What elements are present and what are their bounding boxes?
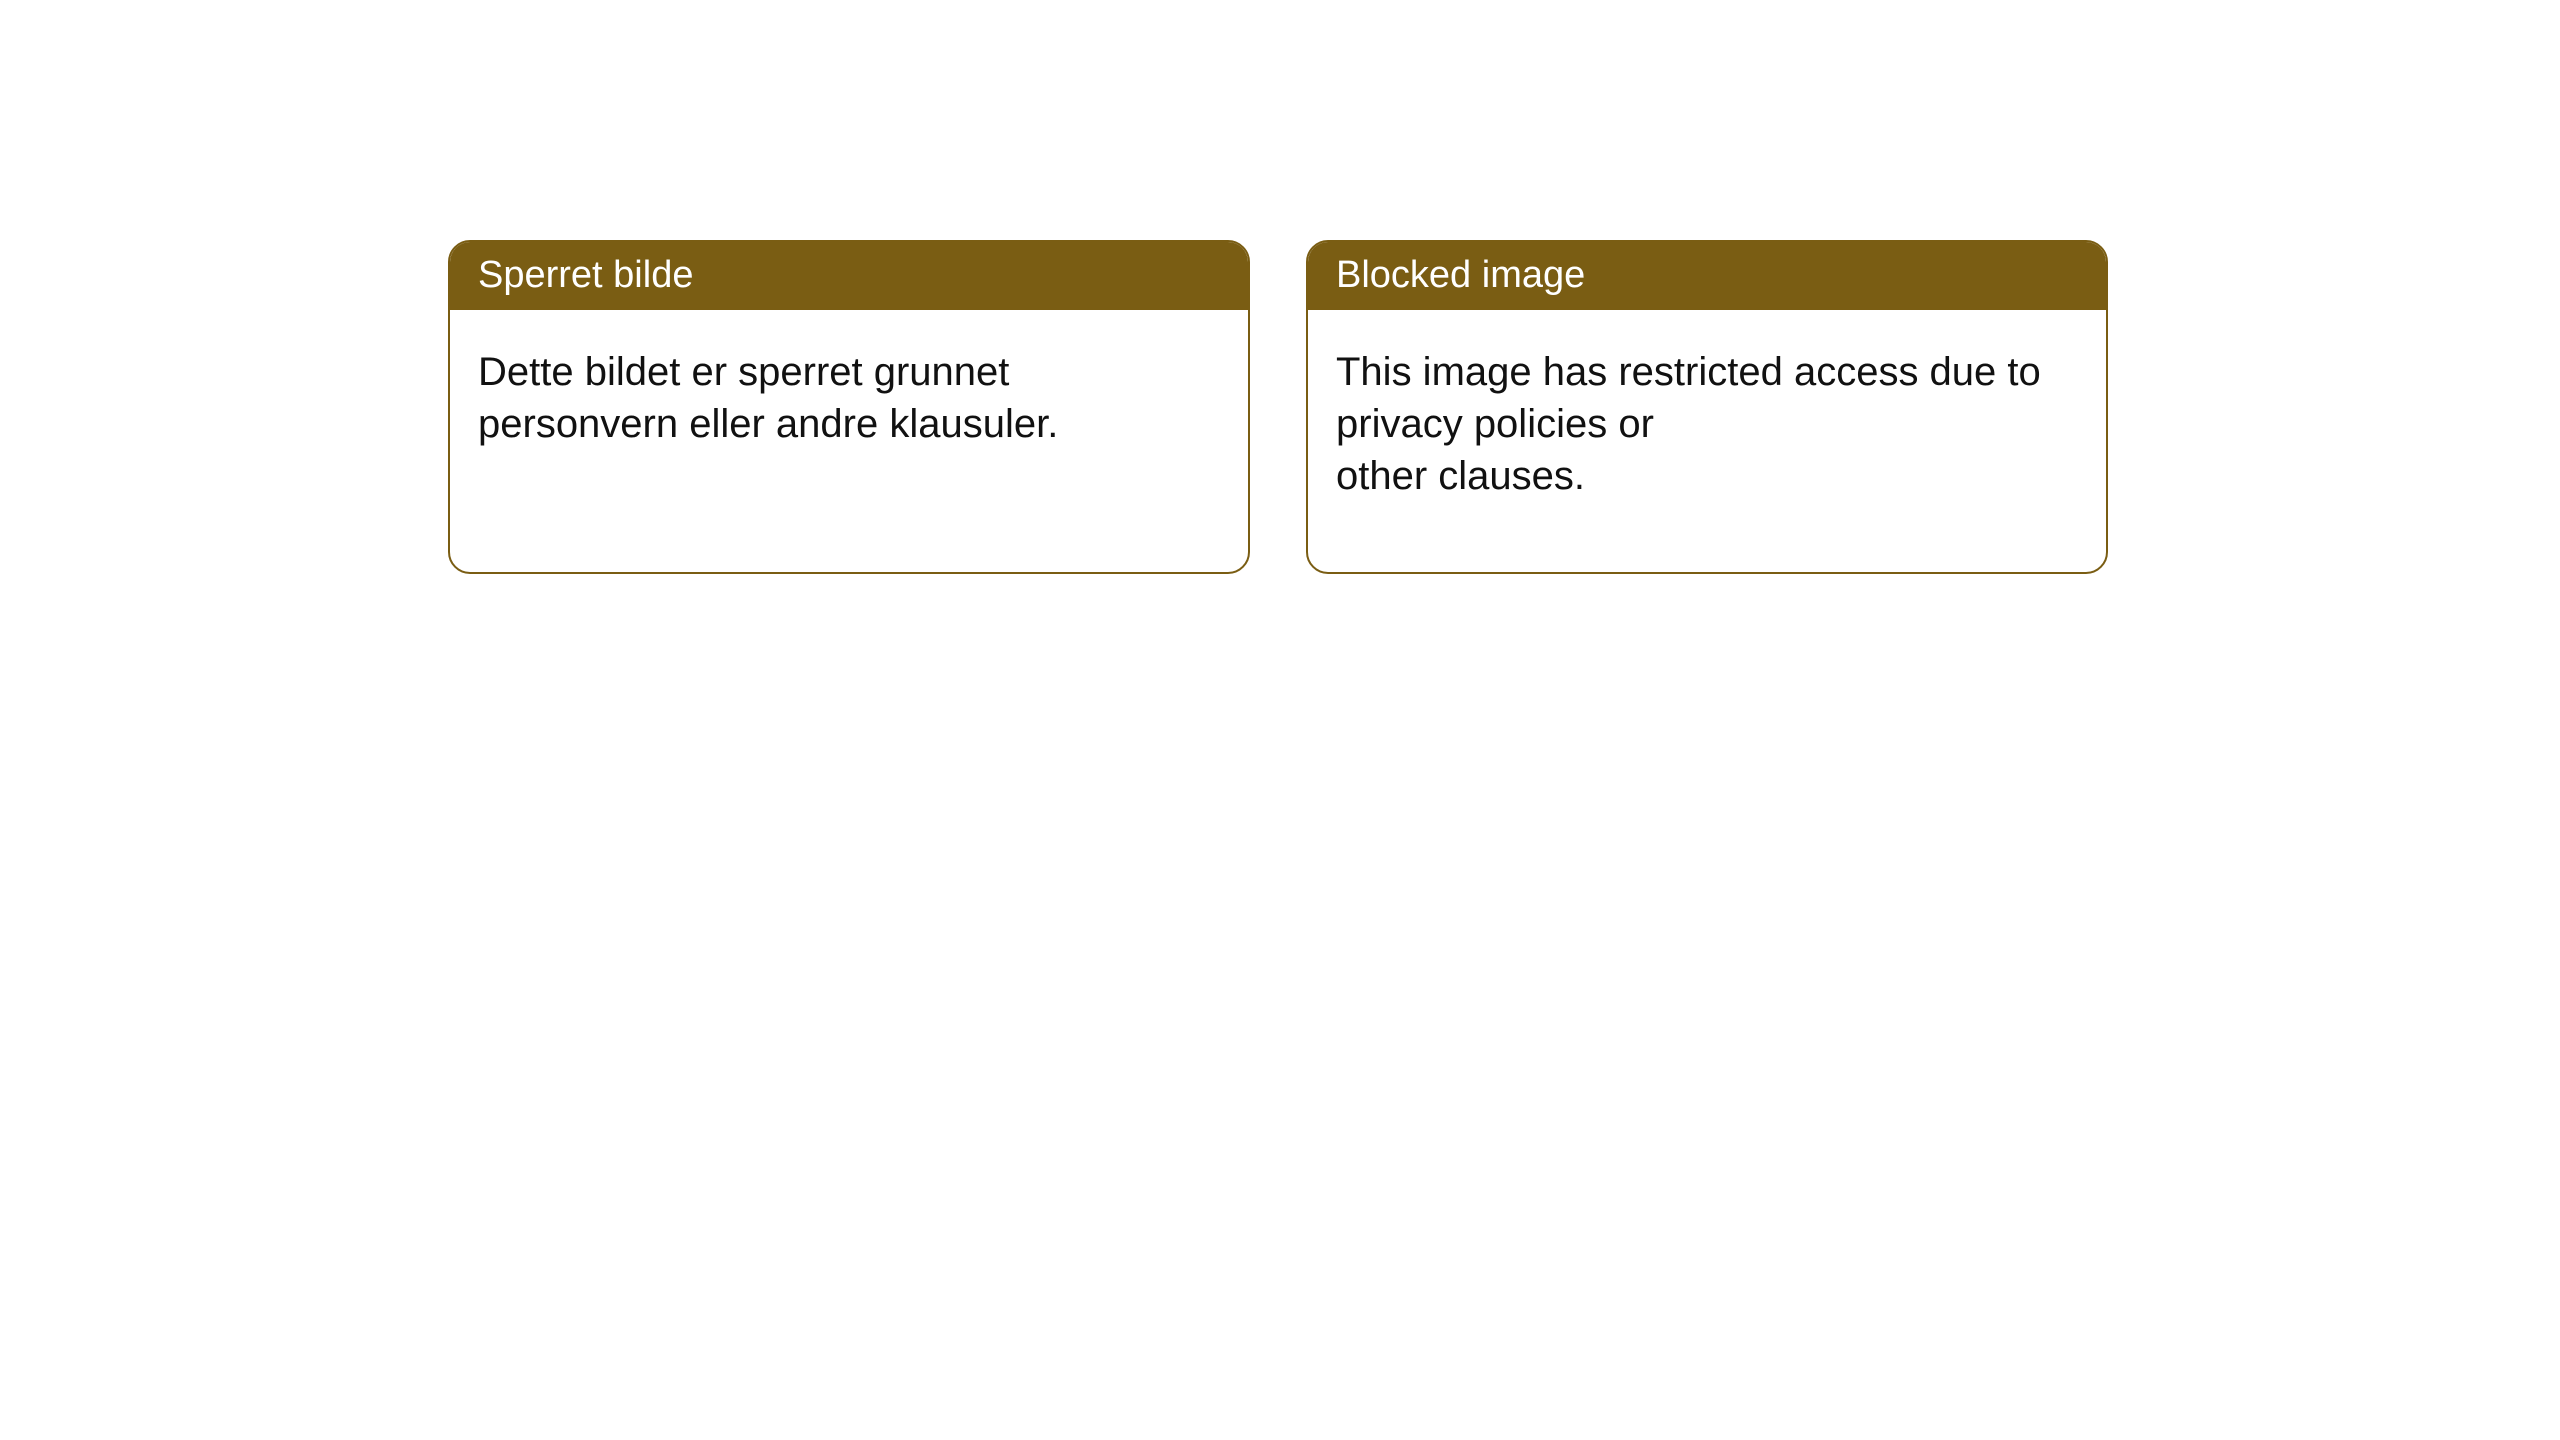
card-header-en: Blocked image xyxy=(1308,242,2106,310)
blocked-image-card-no: Sperret bilde Dette bildet er sperret gr… xyxy=(448,240,1250,574)
card-body-no: Dette bildet er sperret grunnet personve… xyxy=(450,310,1248,486)
card-header-no: Sperret bilde xyxy=(450,242,1248,310)
card-body-en: This image has restricted access due to … xyxy=(1308,310,2106,538)
notice-container: Sperret bilde Dette bildet er sperret gr… xyxy=(0,0,2560,574)
blocked-image-card-en: Blocked image This image has restricted … xyxy=(1306,240,2108,574)
